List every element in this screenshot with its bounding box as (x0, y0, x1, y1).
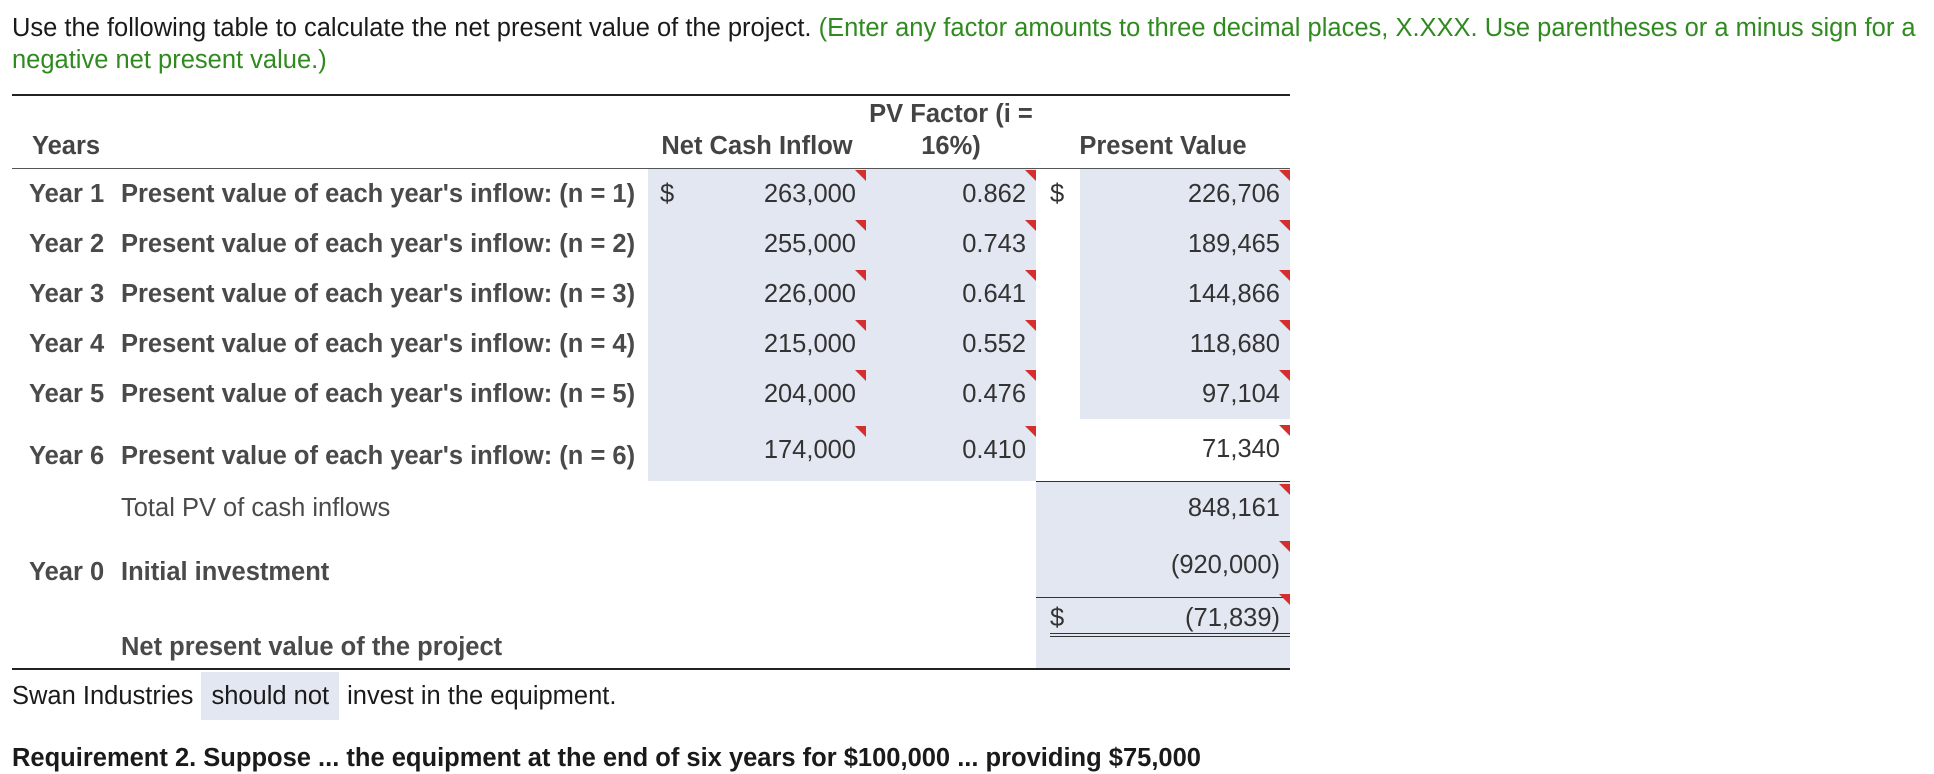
pv-factor-input[interactable]: 0.743 (866, 219, 1036, 259)
net-cash-inflow-input[interactable]: 226,000 (696, 269, 866, 309)
year-label: Year 6 (29, 441, 105, 470)
table-row: Year 3 Present value of each year's infl… (12, 269, 1290, 319)
initial-investment-input[interactable]: (920,000) (1080, 541, 1290, 580)
header-pv-factor: PV Factor (i = 16%) (866, 95, 1036, 169)
pv-factor-input[interactable]: 0.410 (866, 425, 1036, 465)
answer-prefix: Swan Industries (12, 682, 194, 710)
table-row: Year 6 Present value of each year's infl… (12, 419, 1290, 482)
row-description: Present value of each year's inflow: (n … (121, 441, 636, 470)
total-pv-input[interactable]: 848,161 (1080, 483, 1290, 523)
net-cash-inflow-input[interactable]: 204,000 (696, 369, 866, 409)
total-label: Total PV of cash inflows (121, 493, 391, 522)
row-description: Present value of each year's inflow: (n … (121, 229, 636, 258)
decision-dropdown[interactable]: should not (201, 672, 340, 720)
row-description: Present value of each year's inflow: (n … (121, 379, 636, 408)
year-label: Year 4 (29, 329, 105, 358)
pv-factor-input[interactable]: 0.552 (866, 319, 1036, 359)
pv-factor-input[interactable]: 0.476 (866, 369, 1036, 409)
dollar-sign: $ (1050, 604, 1080, 637)
table-header-row: Years Net Cash Inflow PV Factor (i = 16%… (12, 95, 1290, 169)
npv-table: Years Net Cash Inflow PV Factor (i = 16%… (12, 94, 1290, 670)
instructions-main: Use the following table to calculate the… (12, 14, 819, 42)
npv-label: Net present value of the project (121, 633, 503, 661)
row-description: Present value of each year's inflow: (n … (121, 329, 636, 358)
row-description: Present value of each year's inflow: (n … (121, 179, 636, 208)
instructions-hint: (Enter any factor amounts to three decim… (12, 14, 1916, 74)
total-row: Total PV of cash inflows 848,161 (12, 481, 1290, 535)
net-cash-inflow-input[interactable]: 174,000 (696, 425, 866, 465)
npv-row: Net present value of the project $ (71,8… (12, 593, 1290, 669)
year-label: Year 3 (29, 279, 105, 308)
header-years: Years (12, 95, 648, 169)
table-row: Year 2 Present value of each year's infl… (12, 219, 1290, 269)
table-row: Year 5 Present value of each year's infl… (12, 369, 1290, 419)
net-cash-inflow-input[interactable]: 255,000 (696, 219, 866, 259)
initial-investment-row: Year 0 Initial investment (920,000) (12, 535, 1290, 598)
table-row: Year 1 Present value of each year's infl… (12, 168, 1290, 219)
present-value-input[interactable]: 226,706 (1080, 169, 1290, 209)
year-label: Year 5 (29, 379, 105, 408)
pv-factor-input[interactable]: 0.641 (866, 269, 1036, 309)
answer-line: Swan Industries should not invest in the e… (12, 672, 616, 720)
year-label: Year 0 (29, 557, 105, 586)
present-value-input[interactable]: 189,465 (1080, 219, 1290, 259)
table-row: Year 4 Present value of each year's infl… (12, 319, 1290, 369)
present-value-input[interactable]: 118,680 (1080, 319, 1290, 359)
npv-input[interactable]: (71,839) (1080, 593, 1290, 637)
year-label: Year 2 (29, 229, 105, 258)
answer-suffix: invest in the equipment. (347, 682, 617, 710)
net-cash-inflow-input[interactable]: 263,000 (696, 169, 866, 209)
instructions: Use the following table to calculate the… (12, 12, 1932, 76)
row-description: Present value of each year's inflow: (n … (121, 279, 636, 308)
initial-investment-label: Initial investment (121, 557, 330, 586)
pv-factor-input[interactable]: 0.862 (866, 169, 1036, 209)
present-value-input[interactable]: 97,104 (1080, 369, 1290, 409)
dollar-sign: $ (660, 179, 675, 208)
header-net-cash-inflow: Net Cash Inflow (648, 95, 866, 169)
cutoff-requirement-text: Requirement 2. Suppose ... the equipment… (12, 744, 1201, 772)
header-present-value: Present Value (1036, 95, 1290, 169)
present-value-input[interactable]: 144,866 (1080, 269, 1290, 309)
year-label: Year 1 (29, 179, 105, 208)
net-cash-inflow-input[interactable]: 215,000 (696, 319, 866, 359)
dollar-sign: $ (1050, 179, 1065, 208)
present-value-input[interactable]: 71,340 (1080, 425, 1290, 464)
